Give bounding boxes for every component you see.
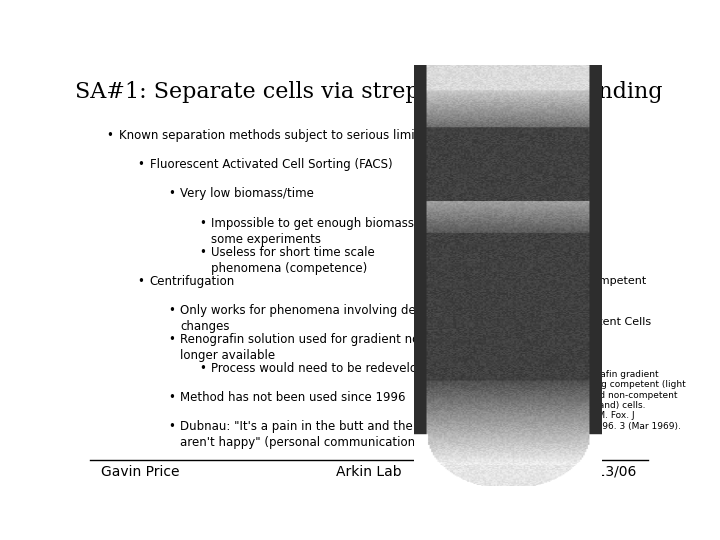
Text: Fluorescent Activated Cell Sorting (FACS): Fluorescent Activated Cell Sorting (FACS…	[150, 158, 392, 171]
Text: Arkin Lab: Arkin Lab	[336, 465, 402, 479]
Text: SA#1: Separate cells via streptavidin/biotin binding: SA#1: Separate cells via streptavidin/bi…	[76, 82, 662, 104]
Text: •: •	[138, 275, 144, 288]
Text: 8/13/06: 8/13/06	[583, 465, 637, 479]
Text: •: •	[199, 217, 206, 230]
Text: Impossible to get enough biomass for
some experiments: Impossible to get enough biomass for som…	[211, 217, 434, 246]
Text: Competent Cells: Competent Cells	[415, 318, 651, 327]
Text: Process would need to be redeveloped: Process would need to be redeveloped	[211, 362, 439, 375]
Text: Only works for phenomena involving density
changes: Only works for phenomena involving densi…	[181, 304, 445, 333]
Text: •: •	[168, 391, 175, 404]
Text: Method has not been used since 1996: Method has not been used since 1996	[181, 391, 406, 404]
Text: •: •	[199, 246, 206, 259]
Text: A Renografin gradient
containing competent (light
band) and non-competent
(heavy: A Renografin gradient containing compete…	[559, 370, 685, 431]
Text: Renografin solution used for gradient no
longer available: Renografin solution used for gradient no…	[181, 333, 420, 362]
Text: Centrifugation: Centrifugation	[150, 275, 235, 288]
Text: •: •	[168, 187, 175, 200]
Text: Dubnau: "It's a pain in the butt and the cells
aren't happy" (personal communica: Dubnau: "It's a pain in the butt and the…	[181, 420, 444, 449]
Text: Known separation methods subject to serious limitations: Known separation methods subject to seri…	[119, 129, 456, 142]
Text: •: •	[168, 333, 175, 346]
Text: •: •	[107, 129, 114, 142]
Text: Non-Competent
Cells: Non-Competent Cells	[415, 276, 647, 298]
Text: •: •	[168, 420, 175, 433]
Text: •: •	[199, 362, 206, 375]
Text: •: •	[168, 304, 175, 317]
Text: Useless for short time scale
phenomena (competence): Useless for short time scale phenomena (…	[211, 246, 375, 275]
Text: Very low biomass/time: Very low biomass/time	[181, 187, 314, 200]
Text: Gavin Price: Gavin Price	[101, 465, 180, 479]
Text: •: •	[138, 158, 144, 171]
